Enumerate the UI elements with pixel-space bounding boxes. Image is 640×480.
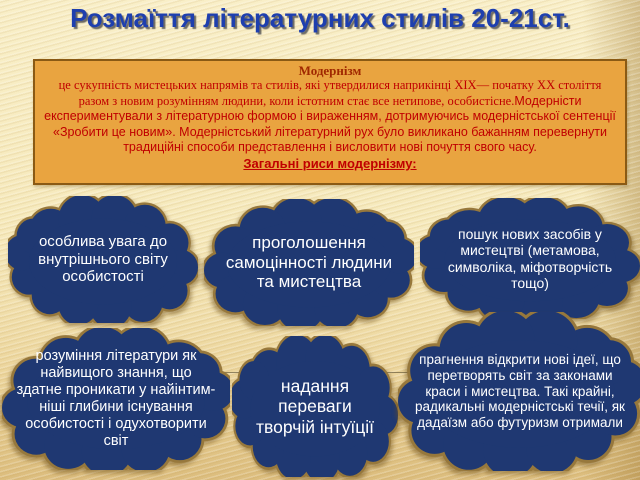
cloud-shape: [420, 198, 640, 319]
cloud-text: особлива увага до внутрішнього світу осо…: [38, 233, 168, 286]
infobox-subheading: Загальні риси модернізму:: [243, 155, 417, 171]
feature-cloud-inner-world: особлива увага до внутрішнього світу осо…: [8, 196, 198, 323]
feature-cloud-literature-knowledge: розуміння літератури як найвищого знання…: [2, 328, 230, 470]
cloud-shape: [232, 336, 398, 477]
cloud-text: пошук нових засобів у мистецтві (метамов…: [447, 225, 613, 291]
feature-cloud-self-value: проголошення самоцінності людини та мист…: [204, 199, 414, 326]
cloud-text: проголошення самоцінності людини та мист…: [225, 232, 393, 292]
slide-title: Розмаїття літературних стилів 20-21ст.: [70, 3, 570, 33]
cloud-text: прагнення відкрити нові ідеї, що перетво…: [415, 352, 625, 431]
feature-cloud-new-means: пошук нових засобів у мистецтві (метамов…: [420, 198, 640, 319]
cloud-shape: [8, 196, 198, 323]
feature-cloud-new-ideas: прагнення відкрити нові ідеї, що перетво…: [398, 312, 640, 471]
cloud-shape: [204, 199, 414, 326]
infobox-heading: Модернізм: [298, 63, 362, 78]
modernism-infobox: Модернізм це сукупність мистецьких напря…: [33, 59, 627, 185]
infobox-body-sans: Модерністи експериментували з літературн…: [44, 93, 616, 155]
infobox-body: це сукупність мистецьких напрямів та сти…: [43, 78, 617, 172]
cloud-shape: [398, 312, 640, 471]
cloud-shape: [2, 328, 230, 470]
infobox-body-serif: це сукупність мистецьких напрямів та сти…: [58, 78, 602, 108]
cloud-text: надання переваги творчій інтуїції: [256, 375, 374, 437]
cloud-text: розуміння літератури як найвищого знання…: [16, 348, 216, 449]
feature-cloud-intuition: надання переваги творчій інтуїції: [232, 336, 398, 477]
